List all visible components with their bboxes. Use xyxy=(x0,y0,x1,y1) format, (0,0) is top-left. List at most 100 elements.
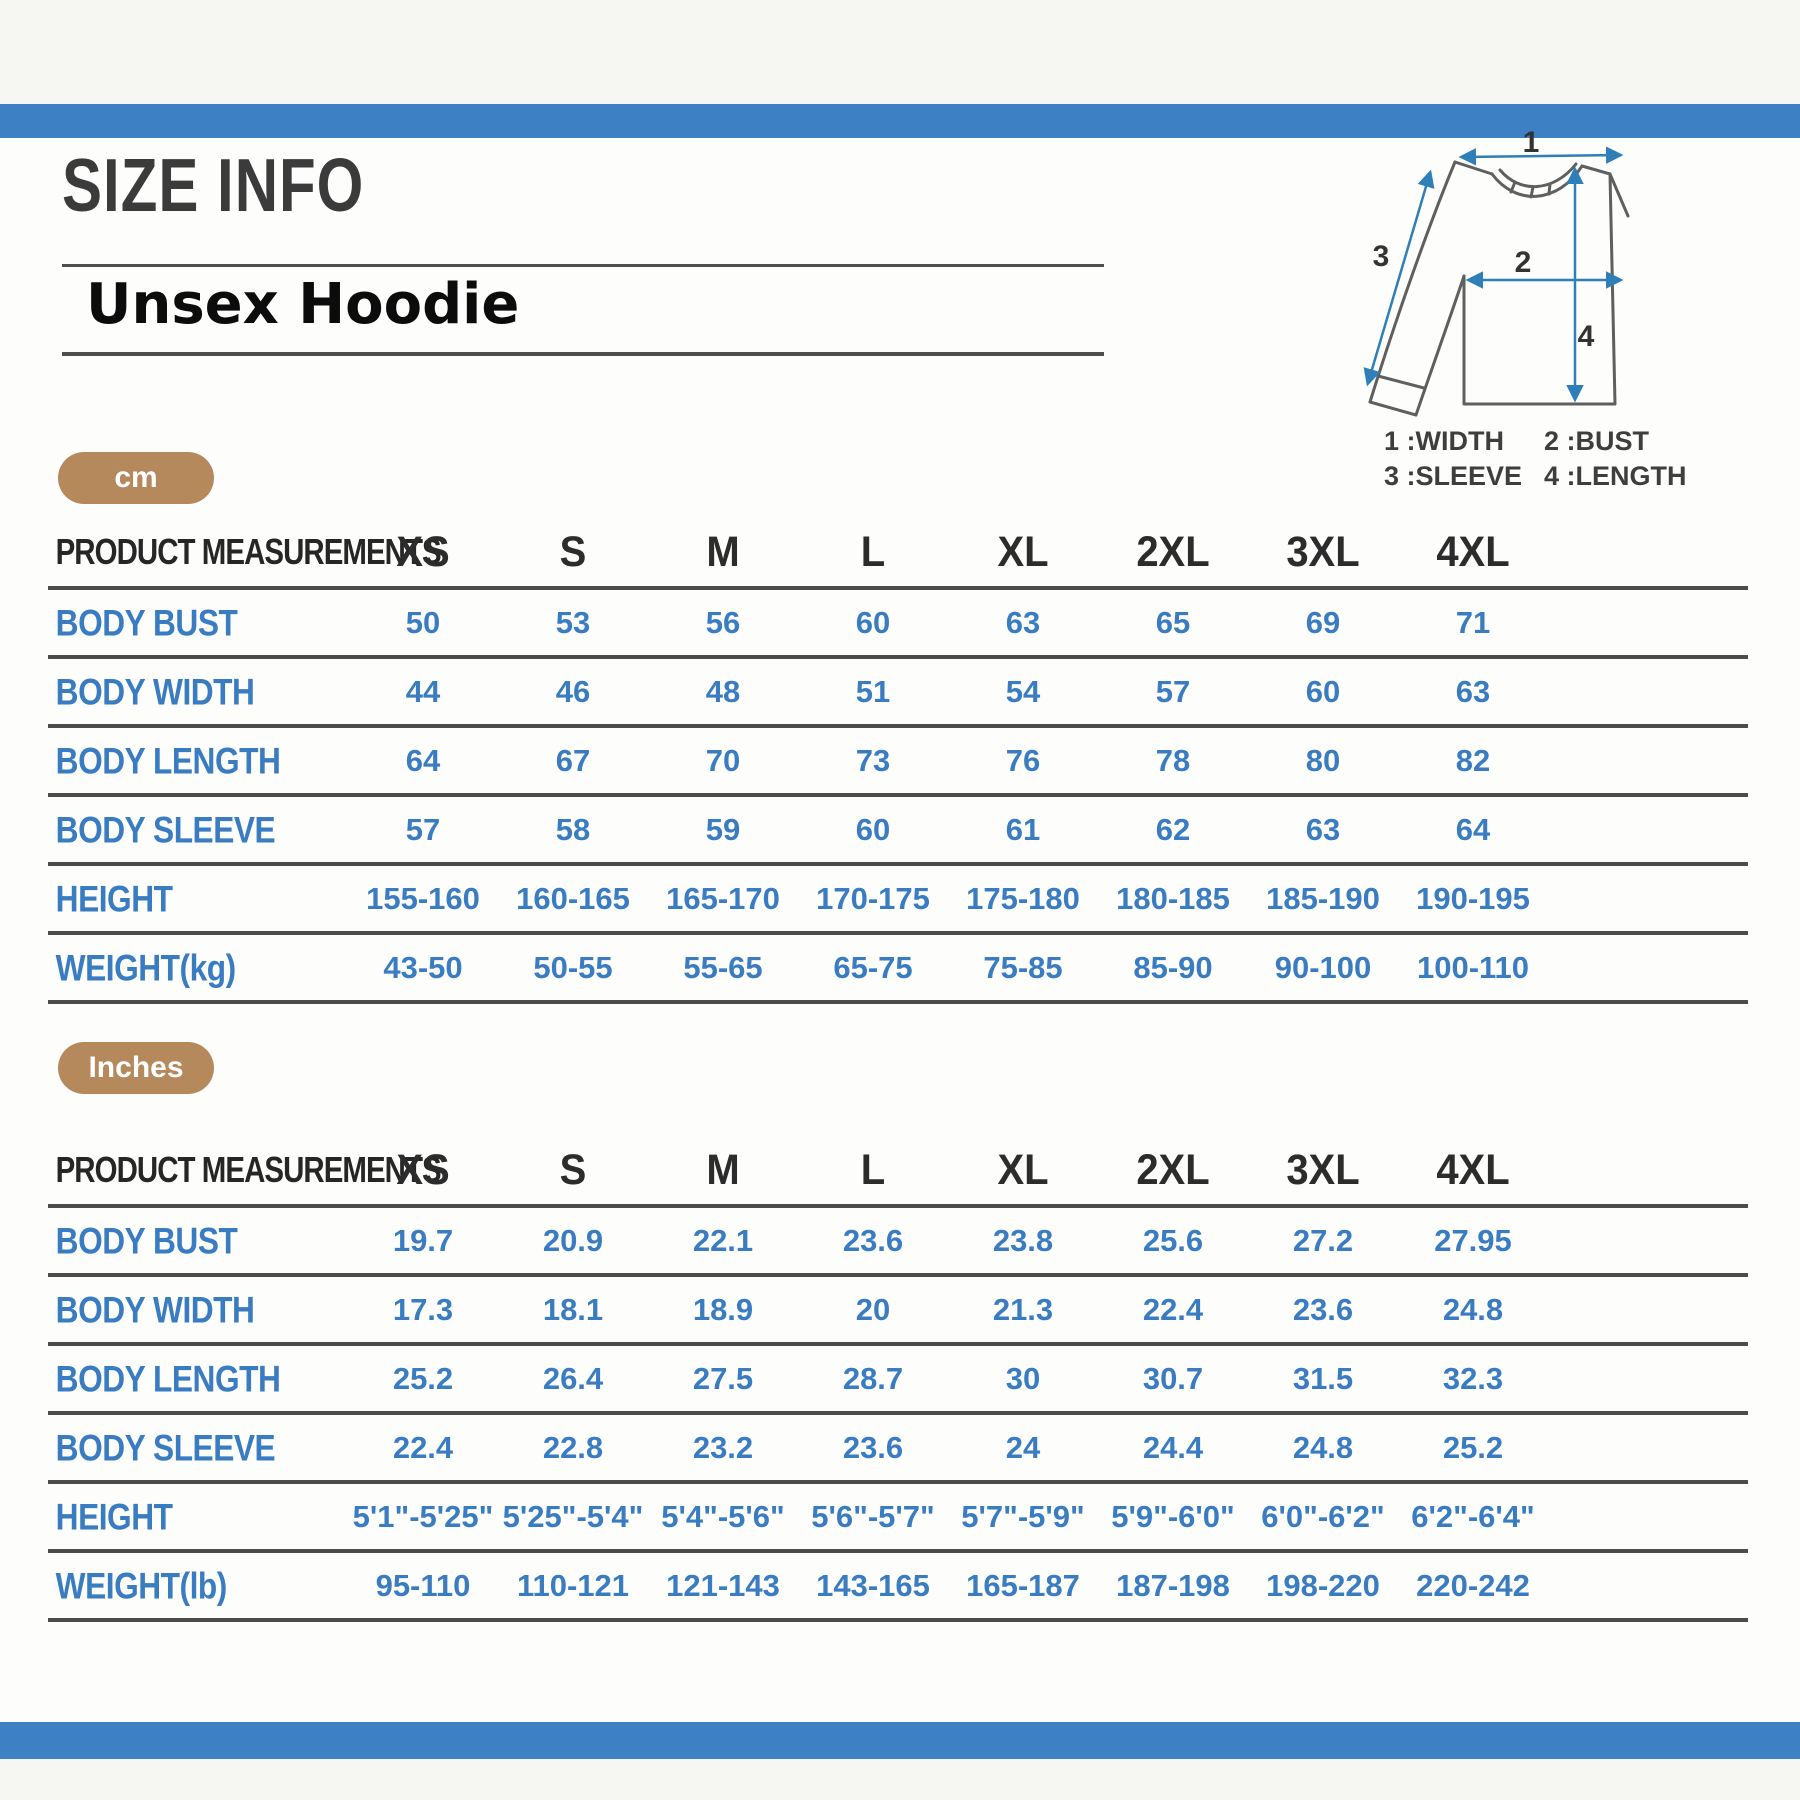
measurement-value: 46 xyxy=(555,673,591,709)
size-column-header-s: S xyxy=(559,1146,587,1193)
measurement-value: 20 xyxy=(855,1291,891,1327)
column-spacer xyxy=(1548,1516,1748,1517)
measurements-column-header: PRODUCT MEASUREMENTS xyxy=(55,530,442,573)
measurement-value: 5'1"-5'25" xyxy=(352,1498,494,1534)
row-label: BODY SLEEVE xyxy=(55,808,276,850)
size-column-header-l: L xyxy=(860,1146,886,1193)
measurement-value: 63 xyxy=(1005,604,1041,640)
unit-badge-cm: cm xyxy=(58,452,214,504)
measurement-value: 19.7 xyxy=(392,1222,454,1258)
legend-item-sleeve: 3 :SLEEVE xyxy=(1384,461,1523,491)
measurement-value: 170-175 xyxy=(816,880,930,916)
size-column-header-xs: XS xyxy=(396,528,450,575)
size-column-header-2xl: 2XL xyxy=(1136,528,1210,575)
legend-item-bust: 2 :BUST xyxy=(1544,426,1650,456)
measurement-value: 32.3 xyxy=(1442,1360,1504,1396)
measurement-value: 22.4 xyxy=(392,1429,454,1465)
measurement-value: 48 xyxy=(705,673,741,709)
measurement-value: 51 xyxy=(855,673,891,709)
arrow-label-width: 1 xyxy=(1523,126,1540,159)
column-spacer xyxy=(1548,552,1748,553)
measurement-value: 6'0"-6'2" xyxy=(1261,1498,1385,1534)
measurement-value: 60 xyxy=(855,811,891,847)
column-spacer xyxy=(1548,829,1748,830)
measurement-value: 22.4 xyxy=(1142,1291,1204,1327)
measurement-value: 80 xyxy=(1305,742,1341,778)
hoodie-outline-icon xyxy=(1368,160,1630,417)
measurement-value: 54 xyxy=(1005,673,1041,709)
hoodie-measurement-diagram: 1 2 3 4 xyxy=(1363,126,1630,417)
measurement-value: 165-170 xyxy=(666,880,780,916)
row-label: WEIGHT(kg) xyxy=(55,946,236,988)
row-label: HEIGHT xyxy=(55,1495,173,1537)
measurement-value: 82 xyxy=(1455,742,1491,778)
size-table-inches: PRODUCT MEASUREMENTS XS S M L XL 2XL 3XL 4XL BOD… xyxy=(48,1136,1748,1622)
measurement-value: 67 xyxy=(555,742,591,778)
measurement-row-height: HEIGHT 155-160 160-165 165-170 170-175 175-18… xyxy=(48,866,1748,935)
measurement-row-body-sleeve: BODY SLEEVE 57 58 59 60 61 62 63 64 xyxy=(48,797,1748,866)
measurement-value: 155-160 xyxy=(366,880,480,916)
measurement-value: 50 xyxy=(405,604,441,640)
measurement-value: 160-165 xyxy=(516,880,630,916)
measurement-value: 20.9 xyxy=(542,1222,604,1258)
divider-line xyxy=(62,352,1104,356)
measurement-value: 180-185 xyxy=(1116,880,1230,916)
measurement-row-body-length: BODY LENGTH 25.2 26.4 27.5 28.7 30 30.7 31.5 32.… xyxy=(48,1346,1748,1415)
measurement-row-body-bust: BODY BUST 19.7 20.9 22.1 23.6 23.8 25.6 27.2 27.… xyxy=(48,1208,1748,1277)
sleeve-arrow xyxy=(1363,169,1435,387)
measurement-value: 17.3 xyxy=(392,1291,454,1327)
row-label: WEIGHT(lb) xyxy=(55,1564,228,1606)
column-spacer xyxy=(1548,1585,1748,1586)
legend-item-length: 4 :LENGTH xyxy=(1544,461,1687,491)
measurement-value: 26.4 xyxy=(542,1360,604,1396)
row-label: BODY SLEEVE xyxy=(55,1426,276,1468)
measurement-value: 24.8 xyxy=(1292,1429,1354,1465)
measurement-value: 30 xyxy=(1005,1360,1041,1396)
measurement-value: 23.6 xyxy=(1292,1291,1354,1327)
measurement-value: 62 xyxy=(1155,811,1191,847)
measurement-value: 165-187 xyxy=(966,1567,1080,1603)
measurement-value: 61 xyxy=(1005,811,1041,847)
measurement-value: 53 xyxy=(555,604,591,640)
measurement-value: 57 xyxy=(405,811,441,847)
measurement-row-body-bust: BODY BUST 50 53 56 60 63 65 69 71 xyxy=(48,590,1748,659)
measurement-value: 75-85 xyxy=(983,949,1063,985)
measurement-value: 95-110 xyxy=(375,1567,471,1603)
column-spacer xyxy=(1548,1240,1748,1241)
measurement-value: 50-55 xyxy=(533,949,613,985)
measurement-value: 22.1 xyxy=(692,1222,754,1258)
measurement-value: 31.5 xyxy=(1292,1360,1354,1396)
product-name: Unsex Hoodie xyxy=(86,272,520,337)
measurement-value: 65-75 xyxy=(833,949,913,985)
size-table-header-row: PRODUCT MEASUREMENTS XS S M L XL 2XL 3XL 4XL xyxy=(48,1136,1748,1208)
measurement-row-height: HEIGHT 5'1"-5'25" 5'25"-5'4" 5'4"-5'6" 5'6"-… xyxy=(48,1484,1748,1553)
measurement-value: 64 xyxy=(1455,811,1491,847)
diagram-legend: 1 :WIDTH 2 :BUST 3 :SLEEVE 4 :LENGTH xyxy=(1384,426,1687,492)
row-label: BODY WIDTH xyxy=(55,670,255,712)
size-column-header-s: S xyxy=(559,528,587,575)
measurement-value: 21.3 xyxy=(992,1291,1054,1327)
measurement-value: 27.2 xyxy=(1292,1222,1354,1258)
measurement-value: 59 xyxy=(705,811,741,847)
size-column-header-l: L xyxy=(860,528,886,575)
top-accent-bar xyxy=(0,104,1800,138)
measurement-value: 60 xyxy=(1305,673,1341,709)
measurement-value: 25.2 xyxy=(1442,1429,1504,1465)
measurement-value: 25.6 xyxy=(1142,1222,1204,1258)
row-label: BODY LENGTH xyxy=(55,1357,281,1399)
measurement-value: 23.8 xyxy=(992,1222,1054,1258)
measurement-value: 57 xyxy=(1155,673,1191,709)
measurement-value: 5'9"-6'0" xyxy=(1111,1498,1235,1534)
legend-item-width: 1 :WIDTH xyxy=(1384,426,1504,456)
size-column-header-2xl: 2XL xyxy=(1136,1146,1210,1193)
measurement-value: 198-220 xyxy=(1266,1567,1380,1603)
measurement-value: 220-242 xyxy=(1416,1567,1530,1603)
measurement-row-weight-lb: WEIGHT(lb) 95-110 110-121 121-143 143-165 165… xyxy=(48,1553,1748,1622)
measurement-value: 143-165 xyxy=(816,1567,930,1603)
row-label: BODY BUST xyxy=(55,1219,238,1261)
measurement-value: 175-180 xyxy=(966,880,1080,916)
size-column-header-3xl: 3XL xyxy=(1286,1146,1360,1193)
measurement-value: 60 xyxy=(855,604,891,640)
column-spacer xyxy=(1548,691,1748,692)
measurement-value: 27.5 xyxy=(692,1360,754,1396)
